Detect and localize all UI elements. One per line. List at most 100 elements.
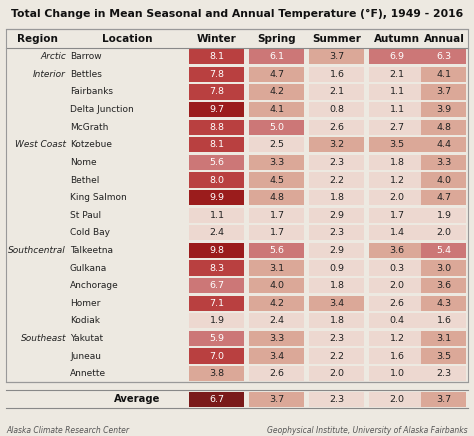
Text: Region: Region — [17, 34, 57, 44]
Text: 8.1: 8.1 — [210, 140, 225, 149]
Text: 1.7: 1.7 — [270, 228, 284, 237]
Bar — [310, 313, 365, 328]
Text: 3.4: 3.4 — [329, 299, 345, 308]
Text: 2.6: 2.6 — [270, 369, 284, 378]
Text: 1.4: 1.4 — [390, 228, 404, 237]
Bar — [249, 85, 304, 99]
Bar — [421, 296, 466, 311]
Text: 3.6: 3.6 — [437, 281, 452, 290]
Text: Cold Bay: Cold Bay — [70, 228, 110, 237]
Text: Arctic: Arctic — [40, 52, 66, 61]
Text: 7.8: 7.8 — [210, 88, 225, 96]
Bar — [310, 278, 365, 293]
Bar — [190, 225, 245, 240]
Text: 1.6: 1.6 — [329, 70, 345, 79]
Text: King Salmon: King Salmon — [70, 193, 127, 202]
Bar — [310, 225, 365, 240]
Bar — [370, 296, 425, 311]
Text: 2.7: 2.7 — [390, 123, 404, 132]
Text: 4.8: 4.8 — [270, 193, 284, 202]
Text: 5.6: 5.6 — [210, 158, 225, 167]
Bar — [190, 260, 245, 276]
Bar — [370, 85, 425, 99]
Bar — [370, 348, 425, 364]
Text: Fairbanks: Fairbanks — [70, 88, 113, 96]
Bar — [421, 137, 466, 153]
Text: 2.3: 2.3 — [329, 395, 345, 404]
Text: Total Change in Mean Seasonal and Annual Temperature (°F), 1949 - 2016: Total Change in Mean Seasonal and Annual… — [11, 9, 463, 19]
Bar — [370, 366, 425, 381]
Text: 2.9: 2.9 — [329, 211, 345, 220]
Bar — [310, 155, 365, 170]
Text: 2.4: 2.4 — [210, 228, 225, 237]
Text: 2.1: 2.1 — [329, 88, 345, 96]
Text: 2.3: 2.3 — [329, 158, 345, 167]
Bar — [310, 296, 365, 311]
Bar — [421, 313, 466, 328]
Bar — [249, 366, 304, 381]
Bar — [370, 243, 425, 258]
Text: McGrath: McGrath — [70, 123, 109, 132]
Text: Autumn: Autumn — [374, 34, 420, 44]
Bar — [310, 172, 365, 187]
Text: 3.3: 3.3 — [437, 158, 452, 167]
Text: 3.7: 3.7 — [269, 395, 284, 404]
Text: 3.7: 3.7 — [437, 88, 452, 96]
Text: Kotzebue: Kotzebue — [70, 140, 112, 149]
Text: 6.7: 6.7 — [210, 395, 225, 404]
Text: Barrow: Barrow — [70, 52, 101, 61]
Bar — [249, 278, 304, 293]
Text: 8.3: 8.3 — [210, 263, 225, 272]
Text: 6.9: 6.9 — [390, 52, 404, 61]
Text: 4.0: 4.0 — [270, 281, 284, 290]
Text: 2.2: 2.2 — [329, 176, 345, 184]
Text: 2.3: 2.3 — [329, 228, 345, 237]
Text: Annette: Annette — [70, 369, 106, 378]
Bar — [190, 119, 245, 135]
Bar — [421, 331, 466, 346]
Bar — [249, 331, 304, 346]
Text: 3.4: 3.4 — [269, 351, 284, 361]
Bar — [421, 278, 466, 293]
Text: 2.0: 2.0 — [390, 193, 404, 202]
Bar — [370, 137, 425, 153]
Bar — [370, 331, 425, 346]
Text: 2.3: 2.3 — [437, 369, 452, 378]
Text: 1.2: 1.2 — [390, 334, 404, 343]
Bar — [370, 392, 425, 407]
Text: Spring: Spring — [258, 34, 296, 44]
Bar — [370, 155, 425, 170]
Text: Anchorage: Anchorage — [70, 281, 119, 290]
Text: Average: Average — [114, 395, 160, 405]
Bar — [421, 102, 466, 117]
Bar — [370, 190, 425, 205]
Text: 1.8: 1.8 — [329, 281, 345, 290]
Text: 7.0: 7.0 — [210, 351, 225, 361]
Text: St Paul: St Paul — [70, 211, 101, 220]
Bar — [190, 137, 245, 153]
Text: West Coast: West Coast — [15, 140, 66, 149]
Text: Location: Location — [102, 34, 152, 44]
Text: Bettles: Bettles — [70, 70, 102, 79]
Text: 2.4: 2.4 — [270, 316, 284, 325]
Text: 3.1: 3.1 — [269, 263, 284, 272]
Text: 1.6: 1.6 — [437, 316, 452, 325]
Text: 3.8: 3.8 — [210, 369, 225, 378]
Text: 2.1: 2.1 — [390, 70, 404, 79]
Bar — [190, 296, 245, 311]
Text: 8.1: 8.1 — [210, 52, 225, 61]
Text: 4.1: 4.1 — [270, 105, 284, 114]
Text: 0.3: 0.3 — [390, 263, 405, 272]
Bar — [310, 260, 365, 276]
Bar — [249, 260, 304, 276]
Bar — [190, 366, 245, 381]
Text: 2.6: 2.6 — [329, 123, 345, 132]
Bar — [249, 190, 304, 205]
Bar — [190, 102, 245, 117]
Bar — [310, 243, 365, 258]
Bar — [190, 49, 245, 65]
Text: Bethel: Bethel — [70, 176, 100, 184]
Text: 2.5: 2.5 — [270, 140, 284, 149]
Bar — [190, 278, 245, 293]
Bar — [249, 119, 304, 135]
